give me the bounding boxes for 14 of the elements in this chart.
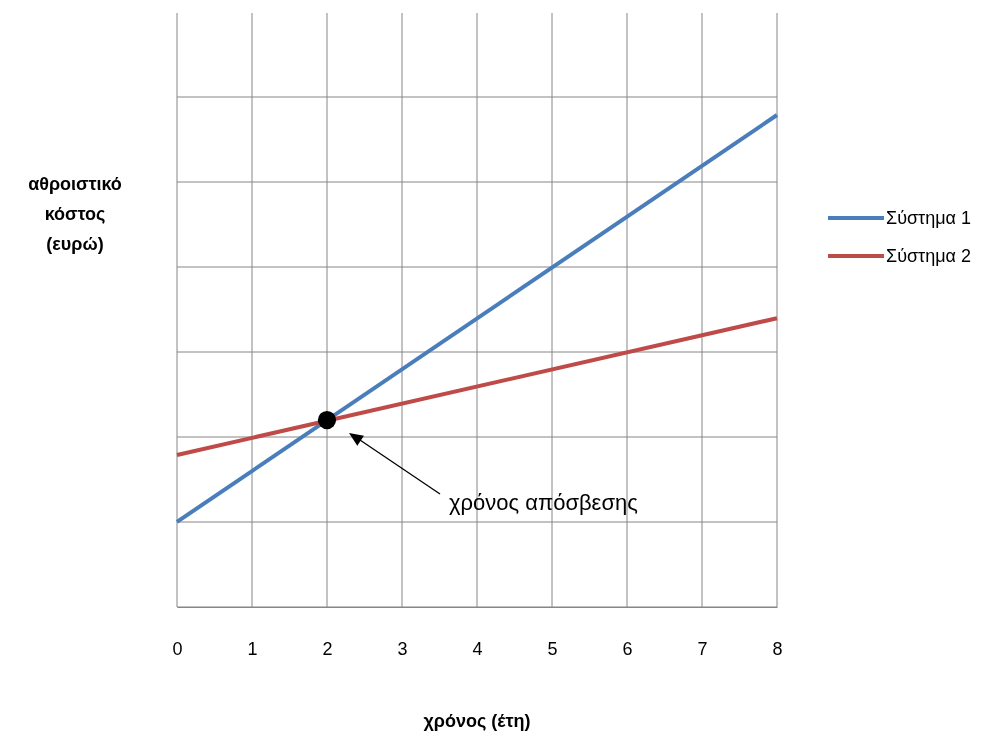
x-tick-label: 1 xyxy=(247,638,258,659)
y-axis-title: αθροιστικό κόστος (ευρώ) xyxy=(28,174,122,254)
legend-label: Σύστημα 2 xyxy=(886,246,971,266)
x-tick-label: 7 xyxy=(697,638,708,659)
annotation: χρόνος απόσβεσης xyxy=(449,490,638,516)
x-tick-label: 0 xyxy=(172,638,183,659)
x-tick-label: 6 xyxy=(622,638,633,659)
legend-label: Σύστημα 1 xyxy=(886,208,971,228)
x-tick-label: 8 xyxy=(772,638,783,659)
x-tick-label: 5 xyxy=(547,638,558,659)
x-tick-label: 3 xyxy=(397,638,408,659)
x-axis-title: χρόνος (έτη) xyxy=(423,711,531,731)
x-tick-label: 4 xyxy=(472,638,483,659)
x-tick-label: 2 xyxy=(322,638,333,659)
